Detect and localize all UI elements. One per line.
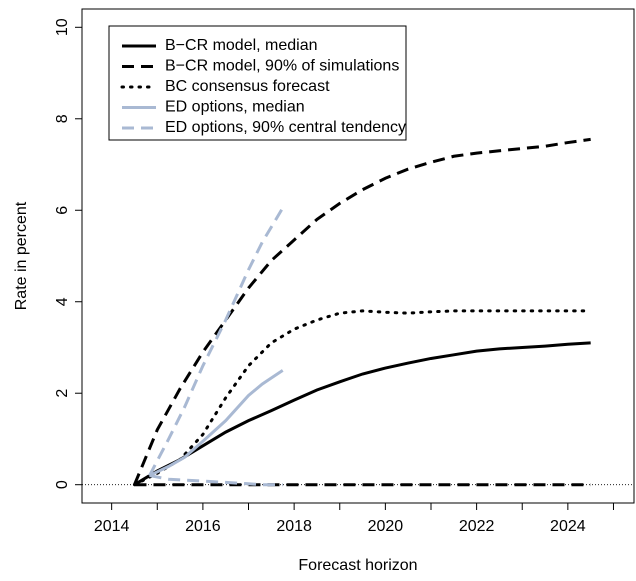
- series-line: [148, 369, 284, 477]
- x-tick-label: 2022: [459, 518, 495, 535]
- legend: B−CR model, median B−CR model, 90% of sim…: [108, 25, 407, 141]
- y-tick-label: 4: [54, 297, 71, 306]
- y-tick-label: 2: [54, 389, 71, 398]
- y-axis-label: Rate in percent: [13, 201, 30, 310]
- plot-frame: [81, 8, 635, 504]
- x-tick-label: 2024: [550, 518, 586, 535]
- y-tick-label: 10: [54, 18, 71, 36]
- legend-label: B−CR model, 90% of simulations: [165, 58, 399, 75]
- x-tick-label: 2014: [94, 518, 130, 535]
- series-line: [133, 341, 591, 486]
- y-tick-label: 6: [54, 206, 71, 215]
- legend-box: [108, 25, 407, 141]
- x-tick-label: 2016: [185, 518, 221, 535]
- x-tick-label: 2018: [276, 518, 312, 535]
- series-line: [132, 309, 590, 487]
- y-tick-label: 8: [54, 114, 71, 123]
- legend-label: ED options, 90% central tendency: [165, 119, 406, 136]
- legend-label: BC consensus forecast: [165, 78, 330, 95]
- legend-label: B−CR model, median: [165, 37, 318, 54]
- x-tick-label: 2020: [368, 518, 404, 535]
- legend-label: ED options, median: [165, 99, 305, 116]
- y-tick-label: 0: [54, 480, 71, 489]
- series-line: [149, 474, 283, 487]
- x-axis-label: Forecast horizon: [298, 557, 417, 574]
- series-line: [148, 207, 285, 477]
- series-line: [133, 137, 591, 486]
